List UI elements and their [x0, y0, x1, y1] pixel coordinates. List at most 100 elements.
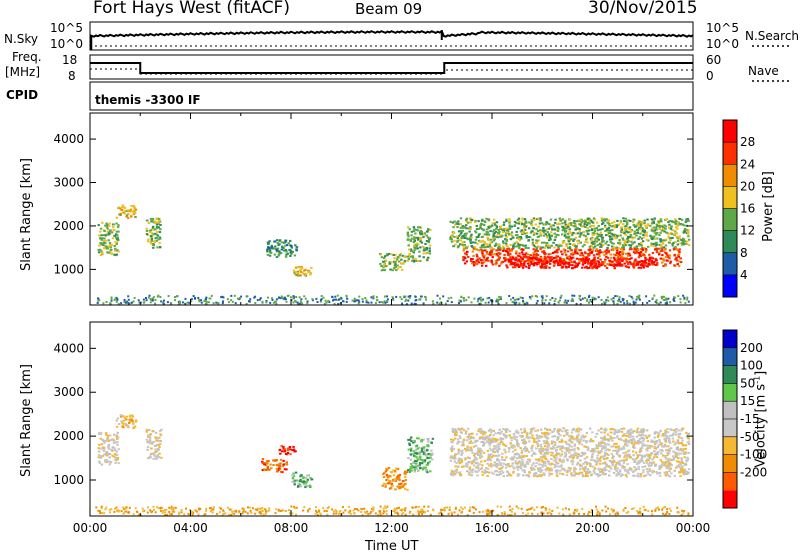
power-cell — [570, 261, 573, 264]
power-cell — [612, 263, 615, 266]
power-cell — [119, 212, 123, 215]
power-cell — [587, 229, 591, 232]
power-cell — [275, 248, 279, 251]
velocity-cell — [560, 447, 563, 449]
power-cell — [103, 230, 106, 233]
power-cell — [658, 253, 661, 256]
power-ground-cell — [444, 302, 447, 305]
velocity-cell — [529, 432, 533, 435]
power-cell — [585, 265, 588, 268]
power-cell — [470, 258, 473, 260]
power-cell — [521, 258, 524, 260]
velocity-cell — [98, 432, 101, 435]
velocity-cell — [283, 450, 287, 452]
power-ground-cell — [607, 299, 610, 302]
power-cell — [483, 249, 486, 252]
power-cell — [572, 221, 575, 224]
velocity-cell — [299, 478, 302, 481]
velocity-cell — [668, 452, 671, 455]
power-cell — [562, 240, 566, 243]
power-cell — [484, 246, 487, 249]
velocity-cell — [604, 446, 607, 449]
power-cell — [542, 229, 545, 232]
power-cell — [557, 248, 560, 251]
power-ground-cell — [292, 301, 295, 304]
power-cell — [116, 226, 120, 229]
velocity-cell — [465, 449, 468, 452]
velocity-cell — [597, 467, 600, 470]
power-cell — [548, 223, 551, 226]
power-ground-cell — [364, 297, 367, 299]
power-cell — [601, 261, 604, 264]
velocity-cell — [499, 464, 503, 467]
velocity-cell — [486, 449, 490, 452]
power-cell — [154, 232, 157, 235]
velocity-cell — [636, 456, 639, 459]
power-cell — [604, 230, 607, 232]
power-cell — [133, 207, 137, 210]
power-cell — [101, 252, 104, 255]
power-ground-cell — [184, 302, 187, 305]
power-cell — [664, 244, 668, 247]
power-cell — [580, 258, 583, 261]
power-cell — [669, 262, 672, 265]
power-cell — [479, 224, 482, 227]
power-cell — [499, 226, 502, 229]
power-cell — [464, 252, 467, 255]
power-cell — [469, 226, 472, 229]
power-ground-cell — [327, 300, 330, 302]
power-cell — [121, 204, 125, 207]
power-cell — [563, 249, 567, 252]
power-cell — [538, 261, 541, 264]
power-cell — [111, 237, 115, 240]
velocity-cell — [512, 444, 515, 447]
velocity-cell — [586, 468, 589, 470]
power-cell — [496, 249, 500, 252]
power-cell — [398, 254, 401, 257]
power-cell — [530, 220, 534, 223]
power-cell — [510, 262, 513, 265]
power-cell — [549, 259, 552, 262]
velocity-cell — [565, 450, 569, 453]
velocity-cell — [682, 448, 685, 451]
power-cell — [521, 217, 524, 220]
power-cell — [119, 207, 122, 210]
power-cell — [493, 222, 496, 225]
power-cell — [449, 238, 452, 241]
velocity-cell — [680, 460, 683, 463]
power-cell — [671, 221, 674, 224]
power-cell — [416, 229, 420, 232]
power-cell — [545, 236, 549, 239]
power-ground-cell — [662, 295, 665, 298]
power-cell — [649, 258, 652, 261]
velocity-cell — [555, 446, 559, 449]
velocity-cell — [525, 447, 529, 450]
power-cell — [425, 248, 428, 251]
velocity-cell — [131, 419, 134, 422]
velocity-cell — [459, 431, 463, 434]
power-cell — [570, 249, 573, 252]
power-cell — [394, 253, 397, 256]
velocity-cell — [103, 453, 106, 456]
velocity-cell — [554, 454, 558, 456]
velocity-cell — [637, 462, 641, 465]
power-ground-cell — [541, 296, 544, 299]
velocity-cell — [613, 437, 616, 439]
power-ground-cell — [666, 301, 669, 304]
velocity-cell — [275, 467, 279, 470]
velocity-cell — [605, 463, 608, 466]
velocity-cell — [413, 468, 416, 471]
power-cell — [639, 232, 642, 235]
power-cell — [685, 243, 689, 245]
power-cell — [622, 244, 625, 247]
power-cell — [562, 226, 565, 229]
power-cell — [572, 239, 575, 242]
power-cell — [542, 223, 545, 226]
velocity-cell — [559, 448, 562, 451]
power-cell — [515, 230, 518, 233]
power-cell — [590, 251, 594, 253]
power-cell — [422, 256, 425, 259]
velocity-cell — [524, 441, 527, 443]
velocity-cell — [391, 484, 394, 487]
velocity-cell — [153, 454, 156, 457]
